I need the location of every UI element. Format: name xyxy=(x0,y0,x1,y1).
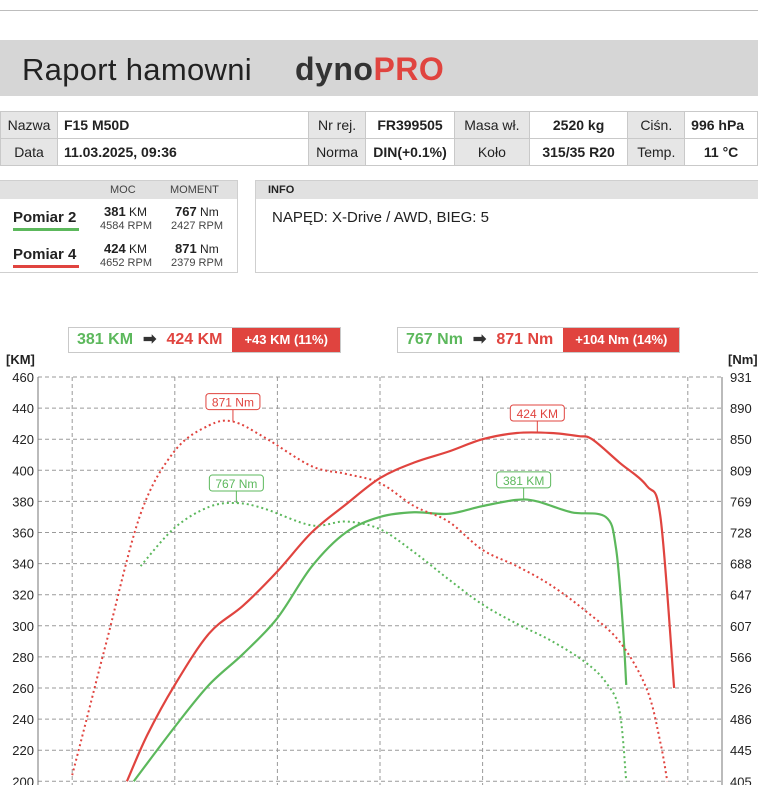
info-row-1: Nazwa F15 M50D Nr rej. FR399505 Masa wł.… xyxy=(0,111,758,139)
annotation-box xyxy=(205,393,261,411)
right-tick-label: 647 xyxy=(730,588,752,603)
logo-dyno: dyno xyxy=(295,51,374,87)
measurement-name: Pomiar 2 xyxy=(13,209,77,226)
measurement-color-swatch xyxy=(13,228,79,231)
left-tick-label: 240 xyxy=(12,712,34,727)
report-header: Raport hamowni dynoPRO xyxy=(0,40,758,96)
annotation-label: 767 Nm xyxy=(215,477,257,491)
top-divider xyxy=(0,10,758,11)
measurement-row-pomiar-4[interactable]: Pomiar 4 424 KM 4652 RPM 871 Nm 2379 RPM xyxy=(0,238,238,274)
measurement-row-pomiar-2[interactable]: Pomiar 2 381 KM 4584 RPM 767 Nm 2427 RPM xyxy=(0,201,238,237)
power-curve-pomiar-4 xyxy=(125,431,676,782)
right-tick-label: 607 xyxy=(730,619,752,634)
value-nazwa: F15 M50D xyxy=(56,111,310,139)
value-temp: 11 °C xyxy=(684,138,758,166)
annotation-box xyxy=(496,471,552,489)
right-tick-label: 688 xyxy=(730,557,752,572)
label-norma: Norma xyxy=(308,138,367,166)
label-masa: Masa wł. xyxy=(453,111,530,139)
measurements-header: MOC MOMENT xyxy=(0,181,237,199)
right-tick-label: 809 xyxy=(730,463,752,478)
annotation-label: 424 KM xyxy=(517,407,558,421)
measurement-name: Pomiar 4 xyxy=(13,246,77,263)
left-tick-label: 400 xyxy=(12,463,34,478)
torque-delta: +104 Nm (14%) xyxy=(563,328,680,352)
col-moment: MOMENT xyxy=(170,184,219,196)
label-temp: Temp. xyxy=(627,138,686,166)
torque-comparison: 767 Nm ➡ 871 Nm +104 Nm (14%) xyxy=(397,327,681,353)
torque-from: 767 Nm xyxy=(406,331,463,348)
left-tick-label: 340 xyxy=(12,557,34,572)
right-axis-unit: [Nm] xyxy=(728,352,758,367)
right-tick-label: 890 xyxy=(730,401,752,416)
value-masa: 2520 kg xyxy=(528,111,629,139)
power-value: 381 KM xyxy=(104,204,148,219)
label-cisn: Ciśn. xyxy=(627,111,686,139)
value-data: 11.03.2025, 09:36 xyxy=(56,138,310,166)
measurements-table: MOC MOMENT Pomiar 2 381 KM 4584 RPM 767 … xyxy=(0,180,238,273)
dyno-chart: 200 405 220 445 240 486 260 526 280 566 300 607 320 6… xyxy=(12,370,752,785)
torque-rpm: 2379 RPM xyxy=(171,257,223,269)
power-to: 424 KM xyxy=(166,331,223,348)
right-tick-label: 486 xyxy=(730,712,752,727)
torque-rpm: 2427 RPM xyxy=(171,220,223,232)
info-box: INFO NAPĘD: X-Drive / AWD, BIEG: 5 xyxy=(255,180,758,273)
right-tick-label: 850 xyxy=(730,432,752,447)
left-tick-label: 280 xyxy=(12,650,34,665)
left-tick-label: 360 xyxy=(12,526,34,541)
right-tick-label: 405 xyxy=(730,774,752,785)
right-tick-label: 769 xyxy=(730,494,752,509)
arrow-right-icon: ➡ xyxy=(143,331,157,348)
report-title: Raport hamowni xyxy=(22,52,252,87)
annotation-box xyxy=(208,474,264,492)
torque-value: 767 Nm xyxy=(175,204,219,219)
annotation-label: 871 Nm xyxy=(212,396,254,410)
right-tick-label: 526 xyxy=(730,681,752,696)
torque-curve-pomiar-4 xyxy=(71,419,669,782)
arrow-right-icon: ➡ xyxy=(472,331,487,348)
dynopro-logo: dynoPRO xyxy=(295,51,444,88)
value-nr-rej: FR399505 xyxy=(365,111,455,139)
torque-curve-pomiar-2 xyxy=(139,501,628,782)
torque-to: 871 Nm xyxy=(496,331,554,348)
power-rpm: 4652 RPM xyxy=(100,257,152,269)
label-kolo: Koło xyxy=(453,138,530,166)
power-value: 424 KM xyxy=(104,241,148,256)
value-cisn: 996 hPa xyxy=(684,111,758,139)
label-nr-rej: Nr rej. xyxy=(308,111,367,139)
annotation-label: 381 KM xyxy=(503,474,544,488)
measurement-color-swatch xyxy=(13,265,79,268)
power-rpm: 4584 RPM xyxy=(100,220,152,232)
left-axis-unit: [KM] xyxy=(6,352,35,367)
info-row-2: Data 11.03.2025, 09:36 Norma DIN(+0.1%) … xyxy=(0,138,758,166)
left-tick-label: 440 xyxy=(12,401,34,416)
right-tick-label: 728 xyxy=(730,526,752,541)
info-text: NAPĘD: X-Drive / AWD, BIEG: 5 xyxy=(272,209,489,226)
vehicle-info-table: Nazwa F15 M50D Nr rej. FR399505 Masa wł.… xyxy=(0,111,758,166)
value-kolo: 315/35 R20 xyxy=(528,138,629,166)
annotation-box xyxy=(509,404,565,422)
left-tick-label: 320 xyxy=(12,588,34,603)
left-tick-label: 220 xyxy=(12,743,34,758)
left-tick-label: 420 xyxy=(12,432,34,447)
left-tick-label: 300 xyxy=(12,619,34,634)
power-from: 381 KM xyxy=(77,331,134,348)
right-tick-label: 445 xyxy=(730,743,752,758)
col-moc: MOC xyxy=(110,184,136,196)
label-nazwa: Nazwa xyxy=(0,111,58,139)
power-delta: +43 KM (11%) xyxy=(232,328,340,352)
left-tick-label: 260 xyxy=(12,681,34,696)
left-tick-label: 380 xyxy=(12,494,34,509)
right-tick-label: 931 xyxy=(730,370,752,385)
left-tick-label: 460 xyxy=(12,370,34,385)
power-comparison: 381 KM ➡ 424 KM +43 KM (11%) xyxy=(68,327,341,353)
label-data: Data xyxy=(0,138,58,166)
value-norma: DIN(+0.1%) xyxy=(365,138,455,166)
torque-value: 871 Nm xyxy=(175,241,219,256)
info-heading: INFO xyxy=(256,181,758,199)
logo-pro: PRO xyxy=(373,51,445,87)
right-tick-label: 566 xyxy=(730,650,752,665)
left-tick-label: 200 xyxy=(12,774,34,785)
